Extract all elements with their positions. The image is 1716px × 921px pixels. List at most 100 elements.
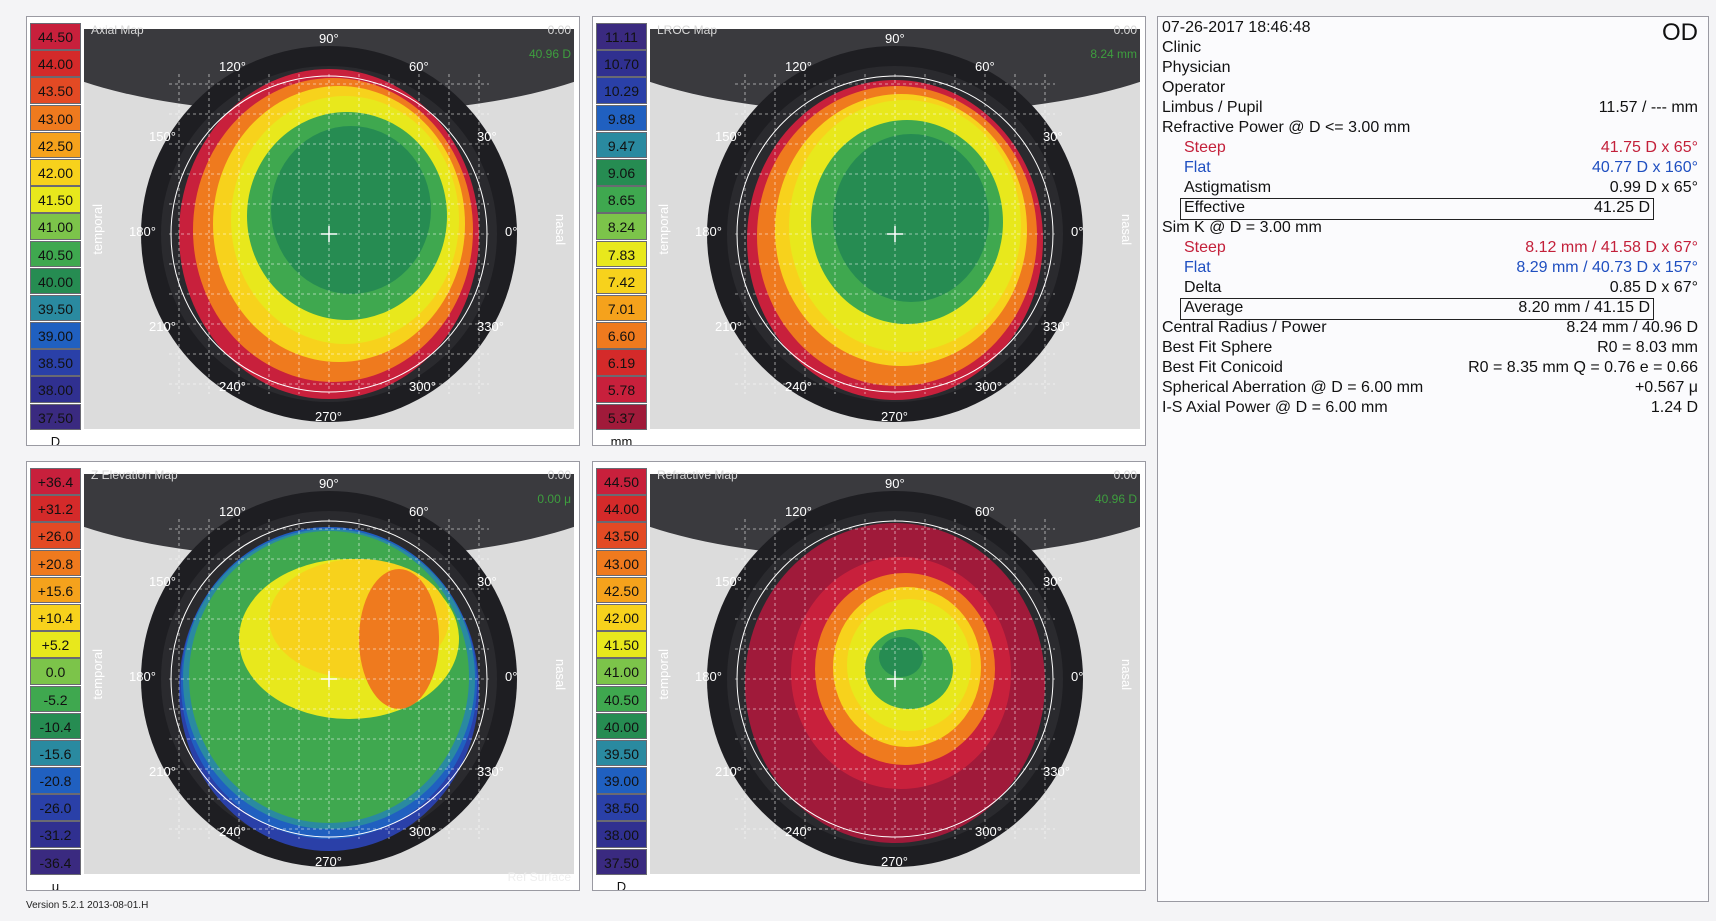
scale-value: -10.4 bbox=[30, 712, 81, 740]
scale-value: 43.50 bbox=[30, 77, 81, 104]
scale-value: 38.50 bbox=[596, 794, 647, 821]
angle-150-label: 150° bbox=[715, 574, 742, 589]
scale-value: 44.50 bbox=[30, 23, 81, 50]
angle-90-label: 90° bbox=[885, 476, 905, 491]
angle-330-label: 330° bbox=[1043, 764, 1070, 779]
temporal-label: temporal bbox=[656, 649, 671, 700]
angle-30-label: 30° bbox=[477, 129, 497, 144]
scale-value: 42.50 bbox=[30, 131, 81, 159]
eye-map-image: 90° 270° 60° 30° 0° 330° 300° 120° 150° 180° 210° 2… bbox=[650, 474, 1140, 874]
angle-180-label: 180° bbox=[129, 224, 156, 239]
map-center-value: 0.00 μ bbox=[537, 492, 571, 506]
scale-value: -36.4 bbox=[30, 848, 81, 876]
angle-180-label: 180° bbox=[129, 669, 156, 684]
map-title: Refractive Map bbox=[657, 468, 738, 482]
eye-indicator: OD bbox=[1662, 19, 1698, 46]
scale-value: 7.83 bbox=[596, 240, 647, 268]
angle-300-label: 300° bbox=[975, 824, 1002, 839]
scale-value: 44.00 bbox=[30, 50, 81, 77]
map-title: LROC Map bbox=[657, 23, 718, 37]
scale-value: 9.06 bbox=[596, 158, 647, 186]
scale-value: 43.00 bbox=[596, 549, 647, 577]
color-scale: 11.11 10.70 10.29 9.88 9.47 9.06 8.65 8.24 7.83 7… bbox=[596, 23, 647, 445]
scale-value: 41.00 bbox=[30, 213, 81, 240]
angle-0-label: 0° bbox=[1071, 224, 1084, 239]
simk-flat-value: 8.29 mm / 40.73 D x 157° bbox=[1516, 259, 1698, 276]
map-title: Axial Map bbox=[91, 23, 144, 37]
scale-value: +10.4 bbox=[30, 603, 81, 631]
scale-value: 42.00 bbox=[30, 158, 81, 186]
angle-90-label: 90° bbox=[319, 31, 339, 46]
scale-value: 11.11 bbox=[596, 23, 647, 50]
axial-map-panel: 44.50 44.00 43.50 43.00 42.50 42.00 41.50 41.00… bbox=[26, 16, 580, 446]
scale-value: 9.88 bbox=[596, 104, 647, 132]
scale-value: 39.50 bbox=[596, 739, 647, 767]
refractive-steep-label: Steep bbox=[1184, 139, 1226, 156]
map-color-zone bbox=[833, 134, 989, 302]
scale-value: 42.50 bbox=[596, 576, 647, 604]
angle-330-label: 330° bbox=[477, 319, 504, 334]
central-radius-value: 8.24 mm / 40.96 D bbox=[1566, 319, 1698, 336]
scale-value: 44.00 bbox=[596, 495, 647, 522]
angle-30-label: 30° bbox=[477, 574, 497, 589]
limbus-label: Limbus / Pupil bbox=[1162, 99, 1263, 116]
scale-value: 38.00 bbox=[596, 821, 647, 849]
map-corner-value: 0.00 bbox=[547, 23, 571, 37]
scale-unit: μ bbox=[51, 879, 60, 891]
scale-value: +15.6 bbox=[30, 576, 81, 604]
scale-value: 43.50 bbox=[596, 522, 647, 549]
angle-60-label: 60° bbox=[975, 59, 995, 74]
angle-120-label: 120° bbox=[219, 504, 246, 519]
angle-90-label: 90° bbox=[885, 31, 905, 46]
temporal-label: temporal bbox=[656, 204, 671, 255]
nasal-label: nasal bbox=[1119, 659, 1134, 691]
outer-ring bbox=[170, 75, 488, 393]
angle-300-label: 300° bbox=[409, 379, 436, 394]
scale-value: 6.19 bbox=[596, 349, 647, 376]
map-color-zone bbox=[359, 569, 439, 709]
ref-surface-label: Ref Surface bbox=[507, 870, 571, 884]
simk-delta-value: 0.85 D x 67° bbox=[1609, 279, 1698, 296]
scale-value: +26.0 bbox=[30, 522, 81, 549]
clinic-label: Clinic bbox=[1162, 39, 1202, 56]
angle-120-label: 120° bbox=[219, 59, 246, 74]
map-title: Z Elevation Map bbox=[91, 468, 178, 482]
measurement-info-panel: OD 07-26-2017 18:46:48 Clinic Physician … bbox=[1157, 16, 1709, 902]
angle-150-label: 150° bbox=[149, 574, 176, 589]
angle-150-label: 150° bbox=[149, 129, 176, 144]
angle-240-label: 240° bbox=[219, 824, 246, 839]
best-fit-sphere-label: Best Fit Sphere bbox=[1162, 339, 1273, 356]
limbus-value: 11.57 / --- mm bbox=[1598, 99, 1698, 116]
scale-value: 41.00 bbox=[596, 658, 647, 685]
effective-value: 41.25 D bbox=[1593, 199, 1650, 216]
color-scale: 44.50 44.00 43.50 43.00 42.50 42.00 41.50 41.00… bbox=[30, 23, 81, 445]
outer-ring bbox=[736, 75, 1054, 393]
angle-30-label: 30° bbox=[1043, 574, 1063, 589]
effective-label: Effective bbox=[1184, 199, 1246, 216]
nasal-label: nasal bbox=[553, 659, 568, 691]
eye-map-image: 90° 270° 60° 30° 0° 330° 300° 120° 150° 180° 210° 2… bbox=[84, 29, 574, 429]
scale-value: 8.24 bbox=[596, 213, 647, 240]
eye-map-svg bbox=[650, 29, 1140, 429]
angle-0-label: 0° bbox=[1071, 669, 1084, 684]
eye-map-svg bbox=[650, 474, 1140, 874]
scale-value: 5.37 bbox=[596, 403, 647, 431]
scale-value: 40.50 bbox=[596, 685, 647, 713]
color-scale: +36.4 +31.2 +26.0 +20.8 +15.6 +10.4 +5.2 0.0 -5.… bbox=[30, 468, 81, 891]
simk-flat-label: Flat bbox=[1184, 259, 1211, 276]
angle-210-label: 210° bbox=[715, 319, 742, 334]
eye-map-image: 90° 270° 60° 30° 0° 330° 300° 120° 150° 180° 210° 2… bbox=[84, 474, 574, 874]
scale-value: 38.00 bbox=[30, 376, 81, 404]
angle-60-label: 60° bbox=[409, 504, 429, 519]
scale-value: +36.4 bbox=[30, 468, 81, 495]
astigmatism-label: Astigmatism bbox=[1184, 179, 1272, 196]
map-corner-value: 0.00 bbox=[547, 468, 571, 482]
scale-value: -15.6 bbox=[30, 739, 81, 767]
angle-300-label: 300° bbox=[409, 824, 436, 839]
simk-steep-label: Steep bbox=[1184, 239, 1226, 256]
eye-map-image: 90° 270° 60° 30° 0° 330° 300° 120° 150° 180° 210° 2… bbox=[650, 29, 1140, 429]
angle-0-label: 0° bbox=[505, 669, 518, 684]
angle-180-label: 180° bbox=[695, 669, 722, 684]
astigmatism-value: 0.99 D x 65° bbox=[1609, 179, 1698, 196]
